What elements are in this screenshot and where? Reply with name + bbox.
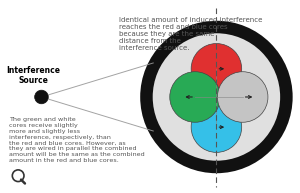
Circle shape [35,90,48,104]
Circle shape [191,102,242,152]
Circle shape [191,44,242,94]
Circle shape [146,27,286,167]
Circle shape [218,72,268,122]
Text: The green and white
cores receive slightly
more and slightly less
interference, : The green and white cores receive slight… [9,117,145,163]
Text: Identical amount of induced interference
reaches the red and blue cores
because : Identical amount of induced interference… [119,17,262,51]
Circle shape [170,72,220,122]
Text: Interference
Source: Interference Source [7,66,61,85]
